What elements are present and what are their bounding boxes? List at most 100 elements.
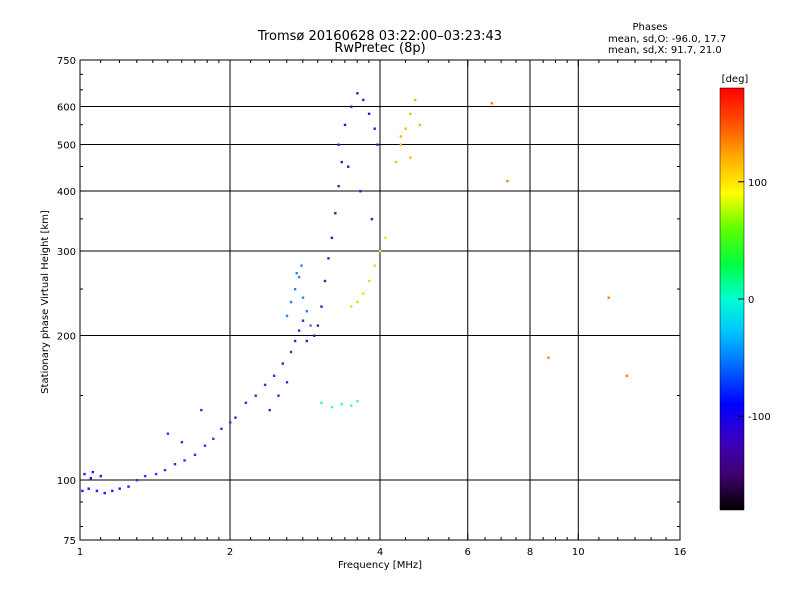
data-point — [301, 296, 305, 299]
data-point — [362, 98, 365, 102]
data-point — [254, 394, 257, 397]
data-point — [316, 324, 320, 327]
data-point — [297, 275, 301, 279]
data-point — [418, 123, 421, 127]
y-axis-label: Stationary phase Virtual Height [km] — [40, 210, 51, 394]
x-tick-label: 1 — [77, 547, 83, 558]
data-point — [376, 143, 379, 146]
data-point — [87, 487, 90, 490]
data-point — [263, 383, 267, 387]
data-point — [95, 489, 99, 493]
y-tick-label: 500 — [57, 141, 76, 152]
data-point — [340, 160, 343, 164]
data-point — [373, 264, 376, 267]
data-point — [409, 156, 412, 159]
data-point — [350, 404, 353, 407]
data-point — [394, 160, 398, 164]
data-point — [334, 212, 337, 215]
chart-title: Tromsø 20160628 03:22:00–03:23:43 — [257, 29, 502, 44]
data-point — [356, 92, 359, 95]
data-point — [367, 112, 371, 115]
data-point — [323, 279, 327, 283]
data-point — [234, 416, 237, 419]
data-point — [203, 444, 207, 447]
data-point — [367, 279, 371, 283]
data-point — [490, 102, 493, 105]
x-axis-label: Frequency [MHz] — [338, 560, 422, 571]
data-point — [127, 485, 130, 488]
data-point — [362, 292, 365, 295]
data-point — [337, 143, 340, 146]
data-point — [309, 324, 312, 327]
data-points — [81, 92, 628, 495]
y-tick-label: 75 — [63, 536, 76, 547]
y-tick-label: 750 — [57, 56, 76, 67]
data-point — [625, 374, 628, 377]
data-point — [330, 405, 334, 409]
data-point — [89, 477, 92, 480]
data-point — [244, 401, 248, 404]
data-point — [173, 463, 177, 466]
y-tick-label: 200 — [57, 332, 76, 343]
data-point — [370, 217, 374, 221]
x-tick-label: 2 — [227, 547, 233, 558]
data-point — [340, 403, 343, 406]
data-point — [350, 105, 353, 108]
y-axis-ticks: 75 100 200 300 400 500 600 750 — [57, 56, 680, 547]
data-point — [350, 305, 353, 308]
x-axis-ticks: 1 2 4 6 8 10 16 — [77, 60, 687, 558]
data-point — [293, 339, 297, 343]
data-point — [295, 272, 298, 275]
data-point — [330, 236, 334, 239]
data-point — [154, 472, 158, 476]
data-point — [305, 310, 308, 313]
data-point — [356, 400, 359, 403]
data-point — [285, 381, 289, 384]
y-tick-label: 400 — [57, 187, 76, 198]
data-point — [506, 179, 509, 183]
data-point — [83, 472, 86, 476]
data-point — [135, 479, 139, 482]
data-point — [166, 432, 170, 435]
data-point — [289, 300, 293, 304]
colorbar-tick-label: -100 — [748, 412, 771, 423]
data-point — [409, 112, 412, 115]
data-point — [413, 98, 417, 102]
x-tick-label: 10 — [572, 547, 585, 558]
data-point — [103, 491, 106, 495]
data-point — [356, 300, 359, 304]
y-tick-label: 100 — [57, 476, 76, 487]
data-point — [305, 339, 308, 343]
data-point — [285, 314, 289, 318]
data-point — [229, 421, 232, 424]
data-point — [297, 329, 301, 332]
data-point — [289, 350, 293, 354]
data-point — [193, 453, 197, 456]
data-point — [373, 127, 376, 130]
data-point — [81, 489, 84, 493]
data-point — [343, 123, 347, 127]
data-point — [320, 401, 323, 404]
x-tick-label: 4 — [377, 547, 383, 558]
data-point — [163, 468, 167, 472]
data-point — [359, 190, 362, 193]
data-point — [337, 184, 340, 188]
stats-o-line: mean, sd,O: -96.0, 17.7 — [608, 34, 726, 45]
y-tick-label: 600 — [57, 103, 76, 114]
stats-header: Phases — [632, 22, 667, 33]
data-point — [547, 356, 550, 359]
colorbar: [deg] 100 0 -100 — [719, 74, 771, 511]
x-tick-label: 16 — [674, 547, 687, 558]
x-tick-label: 6 — [465, 547, 471, 558]
data-point — [301, 319, 305, 322]
data-point — [277, 394, 280, 397]
colorbar-tick-label: 0 — [748, 295, 754, 306]
data-point — [268, 408, 271, 412]
data-point — [320, 305, 323, 308]
data-point — [347, 165, 350, 168]
data-point — [293, 288, 297, 291]
data-point — [607, 296, 610, 299]
data-point — [180, 441, 184, 444]
data-point — [143, 474, 147, 478]
